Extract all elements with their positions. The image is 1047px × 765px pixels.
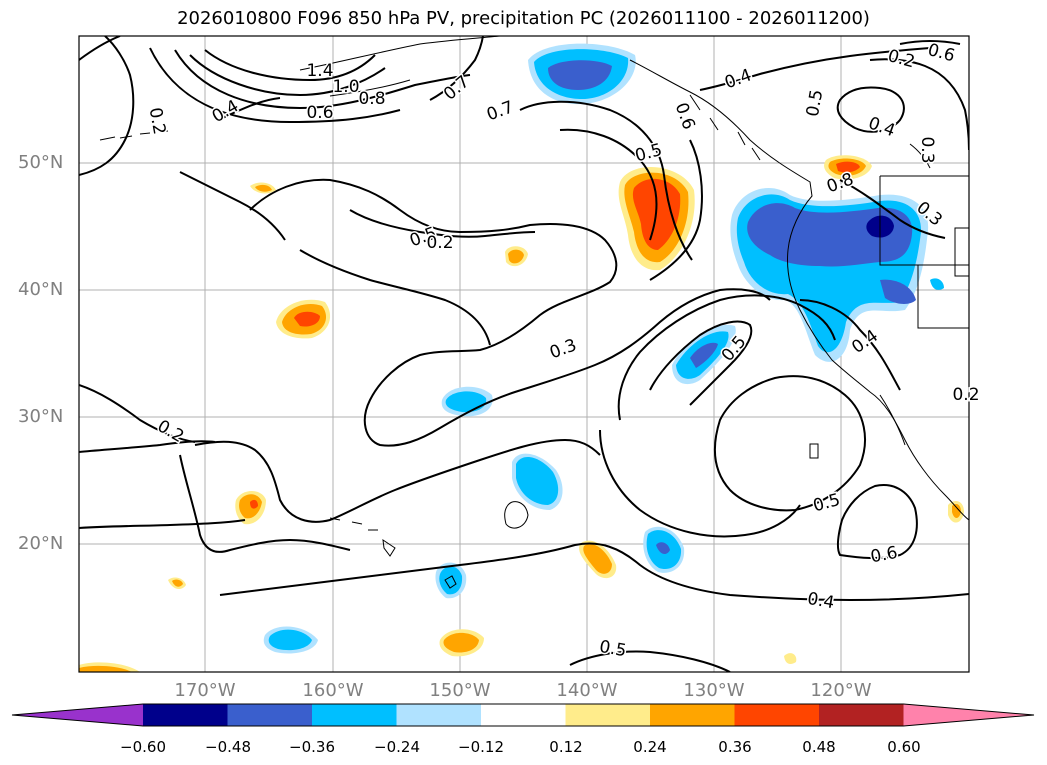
contour-labels: 1.41.00.8 0.6 0.7 0.7 0.4 0.2 0.4 0.6 0.5 0.4 0.3 0… [143, 39, 981, 663]
colorbar-segment [650, 704, 735, 726]
lat-label-30n: 30°N [18, 406, 64, 427]
contour-label: 0.3 [547, 335, 579, 363]
colorbar-tick: 0.36 [718, 738, 752, 756]
contour-0.7a [429, 36, 484, 101]
contour-label: 0.7 [484, 97, 516, 125]
contour-label: 0.2 [145, 106, 169, 136]
contour-0.7b [519, 100, 693, 261]
contour-0.3b [839, 179, 946, 239]
contour-0.4-east [699, 47, 931, 91]
contour-0.6 [149, 47, 401, 124]
contour-0.5 [249, 178, 771, 447]
contour-label: 0.4 [848, 326, 882, 358]
colorbar-tick: −0.60 [120, 738, 166, 756]
contour-label: 0.5 [598, 637, 628, 661]
contour-label: 0.6 [869, 543, 899, 567]
lon-label-120w: 120°W [810, 680, 872, 701]
precip-shading [79, 43, 964, 672]
contour-label: 0.3 [917, 136, 937, 163]
colorbar-segment [565, 704, 651, 726]
colorbar-outline [11, 703, 1035, 727]
contour-1.0 [189, 54, 386, 97]
colorbar-tick: 0.12 [549, 738, 583, 756]
lat-label-50n: 50°N [18, 152, 64, 173]
colorbar-segment [481, 704, 566, 726]
contour-0.5b [649, 139, 703, 281]
colorbar-tick: −0.36 [289, 738, 335, 756]
contour-label: 0.5 [633, 140, 664, 166]
colorbar-tick: −0.24 [374, 738, 420, 756]
contour-0.3-main [194, 438, 601, 523]
contour-0.2-far [179, 454, 351, 553]
contour-0.6b [649, 320, 753, 406]
contour-0.6e [836, 484, 918, 559]
contour-0.2-lower-right [569, 650, 731, 672]
colorbar-tick: 0.60 [887, 738, 921, 756]
colorbar-extend-min [12, 704, 143, 726]
map-frame [78, 35, 970, 673]
contour-0.5-east [869, 58, 969, 151]
contour-label: 0.7 [440, 72, 474, 105]
contour-label: 0.4 [209, 96, 242, 127]
colorbar-extend-max [903, 704, 1034, 726]
contour-label: 0.4 [722, 65, 754, 93]
contour-0.2-west [79, 36, 121, 61]
contour-0.4 [217, 97, 281, 121]
coastlines [99, 36, 969, 589]
colorbar-segment [734, 704, 820, 726]
contour-0.2-west2 [79, 384, 196, 443]
contour-label: 0.5 [811, 490, 842, 516]
lon-label-130w: 130°W [683, 680, 745, 701]
contour-0.2 [79, 36, 135, 176]
colorbar-tick: −0.12 [458, 738, 504, 756]
contour-0.6-east [899, 40, 961, 45]
contour-label: 1.0 [332, 77, 359, 97]
contour-label: 0.6 [926, 40, 957, 66]
contour-label: 0.5 [803, 88, 827, 118]
colorbar-segment [396, 704, 482, 726]
colorbar [11, 703, 1035, 727]
contour-label: 0.8 [358, 89, 385, 109]
contour-label: 0.4 [866, 113, 898, 141]
map-title: 2026010800 F096 850 hPa PV, precipitatio… [177, 8, 870, 29]
contour-1.4 [204, 49, 376, 82]
colorbar-tick: 0.24 [633, 738, 667, 756]
contour-0.3-east [836, 86, 905, 133]
colorbar-tick: 0.48 [802, 738, 836, 756]
lat-label-20n: 20°N [18, 533, 64, 554]
pv-contours [79, 36, 969, 672]
colorbar-segment [227, 704, 313, 726]
contour-label: 0.4 [806, 589, 836, 613]
colorbar-segment [819, 704, 904, 726]
contour-0.2-mid [79, 440, 216, 453]
contour-0.5c [617, 294, 836, 421]
contour-label: 0.2 [952, 385, 979, 405]
lon-label-160w: 160°W [302, 680, 364, 701]
contour-0.5d [713, 375, 866, 512]
lon-label-150w: 150°W [429, 680, 491, 701]
contour-label: 0.6 [671, 100, 699, 132]
colorbar-segment [312, 704, 397, 726]
contour-0.4b [799, 299, 901, 391]
colorbar-segment [143, 704, 228, 726]
contour-0.8b [559, 128, 658, 241]
contour-0.8 [174, 49, 471, 110]
lat-label-40n: 40°N [18, 279, 64, 300]
contour-label: 1.4 [306, 61, 333, 81]
colorbar-tick: −0.48 [205, 738, 251, 756]
contour-0.5-far [179, 171, 286, 241]
contour-0.5-lower [299, 249, 491, 346]
contour-label: 0.2 [426, 233, 453, 253]
contour-0.2-south [219, 542, 969, 602]
lon-label-140w: 140°W [556, 680, 618, 701]
contour-0.2-sw [79, 519, 246, 529]
lon-label-170w: 170°W [174, 680, 236, 701]
contour-0.6d [599, 429, 801, 538]
contour-0.5-upper [349, 209, 536, 238]
contour-label: 0.6 [306, 103, 333, 123]
